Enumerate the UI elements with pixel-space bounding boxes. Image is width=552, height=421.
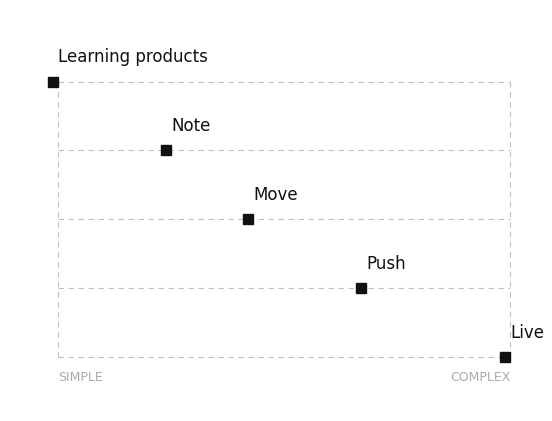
Text: Note: Note — [171, 117, 211, 135]
Text: Move: Move — [253, 186, 298, 204]
Text: SIMPLE: SIMPLE — [59, 371, 103, 384]
Text: Live: Live — [510, 324, 544, 342]
Text: COMPLEX: COMPLEX — [450, 371, 510, 384]
Text: Push: Push — [367, 255, 406, 273]
Text: Learning products: Learning products — [59, 48, 208, 67]
